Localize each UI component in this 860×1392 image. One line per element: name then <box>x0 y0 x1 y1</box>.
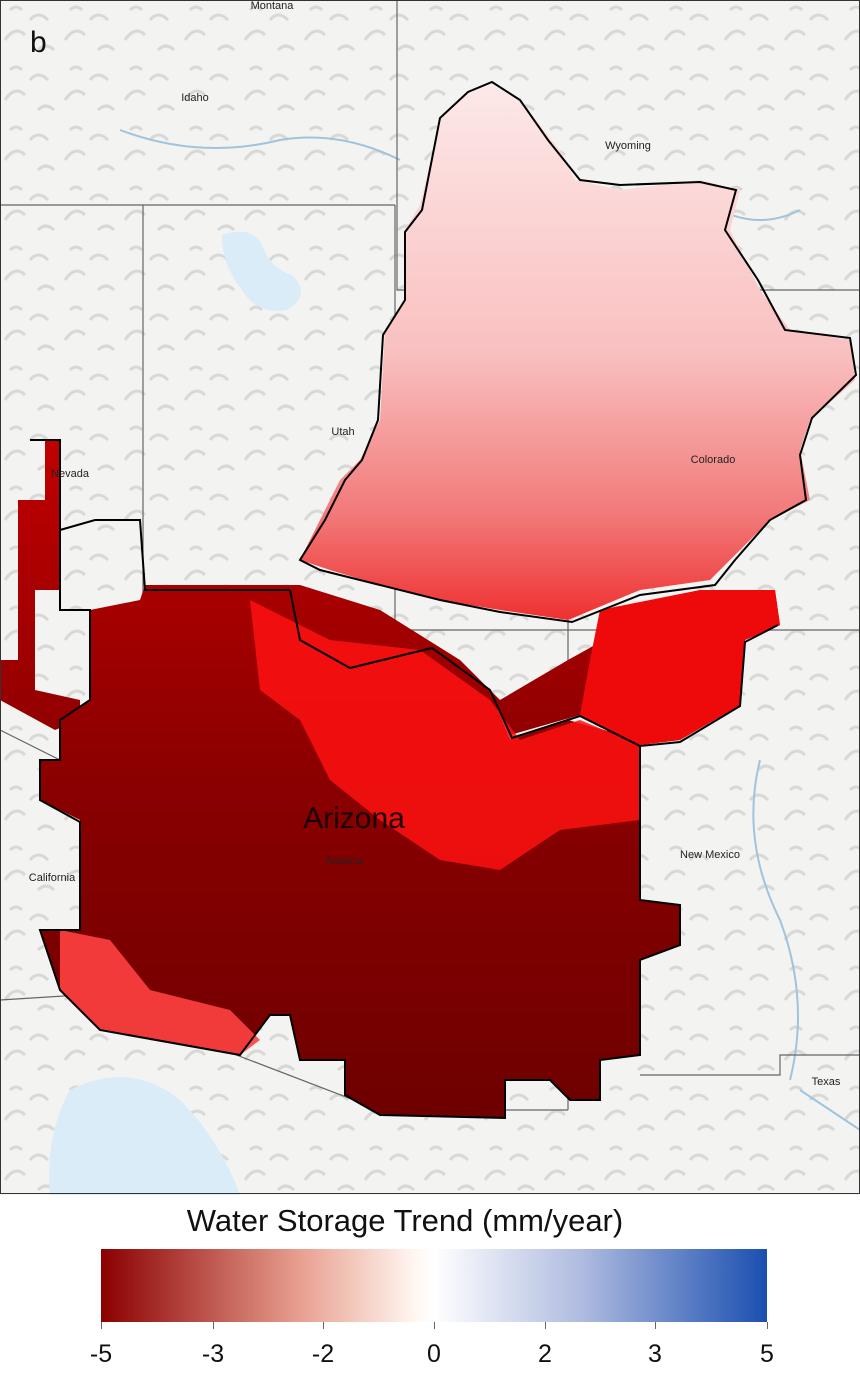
great-salt-lake <box>222 231 301 311</box>
state-label-california: California <box>28 872 76 884</box>
legend-tick-label: 5 <box>760 1340 774 1368</box>
state-label-idaho: Idaho <box>181 92 209 104</box>
state-label-arizona: Arizona <box>325 855 363 867</box>
state-label-nevada: Nevada <box>51 468 89 480</box>
state-label-montana: Montana <box>250 0 294 12</box>
legend-tick-mark <box>213 1322 214 1329</box>
legend-tick-label: 0 <box>427 1340 441 1368</box>
water-storage-map <box>0 0 860 1195</box>
legend-tick-label: -5 <box>89 1340 113 1368</box>
pacific-water <box>49 1077 240 1195</box>
legend-title: Water Storage Trend (mm/year) <box>186 1203 624 1238</box>
legend-tick-mark <box>767 1322 768 1329</box>
legend-tick-mark <box>434 1322 435 1329</box>
upper-basin-trend <box>300 85 855 620</box>
basin-outline <box>30 80 858 1120</box>
legend-tick-mark <box>655 1322 656 1329</box>
state-label-colorado: Colorado <box>690 454 736 466</box>
state-label-wyoming: Wyoming <box>605 140 651 152</box>
panel-letter: b <box>30 26 47 59</box>
legend-tick-mark <box>545 1322 546 1329</box>
state-label-texas: Texas <box>811 1076 841 1088</box>
legend-tick-mark <box>323 1322 324 1329</box>
arizona-title-label: Arizona <box>303 802 405 835</box>
new-mexico-strip <box>580 590 780 745</box>
legend-tick-label: 3 <box>648 1340 662 1368</box>
legend-tick-label: -2 <box>311 1340 335 1368</box>
southwest-light-lobe <box>60 930 260 1055</box>
legend-tick-label: -3 <box>201 1340 225 1368</box>
legend-tick-mark <box>101 1322 102 1329</box>
legend-tick-label: 2 <box>538 1340 552 1368</box>
state-label-utah: Utah <box>331 426 355 438</box>
state-label-new-mexico: New Mexico <box>680 849 740 861</box>
legend-colorbar <box>101 1249 767 1322</box>
